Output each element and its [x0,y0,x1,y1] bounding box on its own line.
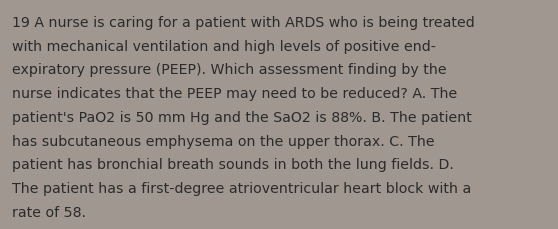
Text: patient has bronchial breath sounds in both the lung fields. D.: patient has bronchial breath sounds in b… [12,158,454,172]
Text: 19 A nurse is caring for a patient with ARDS who is being treated: 19 A nurse is caring for a patient with … [12,16,475,30]
Text: rate of 58.: rate of 58. [12,205,86,219]
Text: has subcutaneous emphysema on the upper thorax. C. The: has subcutaneous emphysema on the upper … [12,134,435,148]
Text: expiratory pressure (PEEP). Which assessment finding by the: expiratory pressure (PEEP). Which assess… [12,63,447,77]
Text: nurse indicates that the PEEP may need to be reduced? A. The: nurse indicates that the PEEP may need t… [12,87,458,101]
Text: The patient has a first-degree atrioventricular heart block with a: The patient has a first-degree atriovent… [12,181,472,195]
Text: with mechanical ventilation and high levels of positive end-: with mechanical ventilation and high lev… [12,40,436,54]
Text: patient's PaO2 is 50 mm Hg and the SaO2 is 88%. B. The patient: patient's PaO2 is 50 mm Hg and the SaO2 … [12,110,472,124]
